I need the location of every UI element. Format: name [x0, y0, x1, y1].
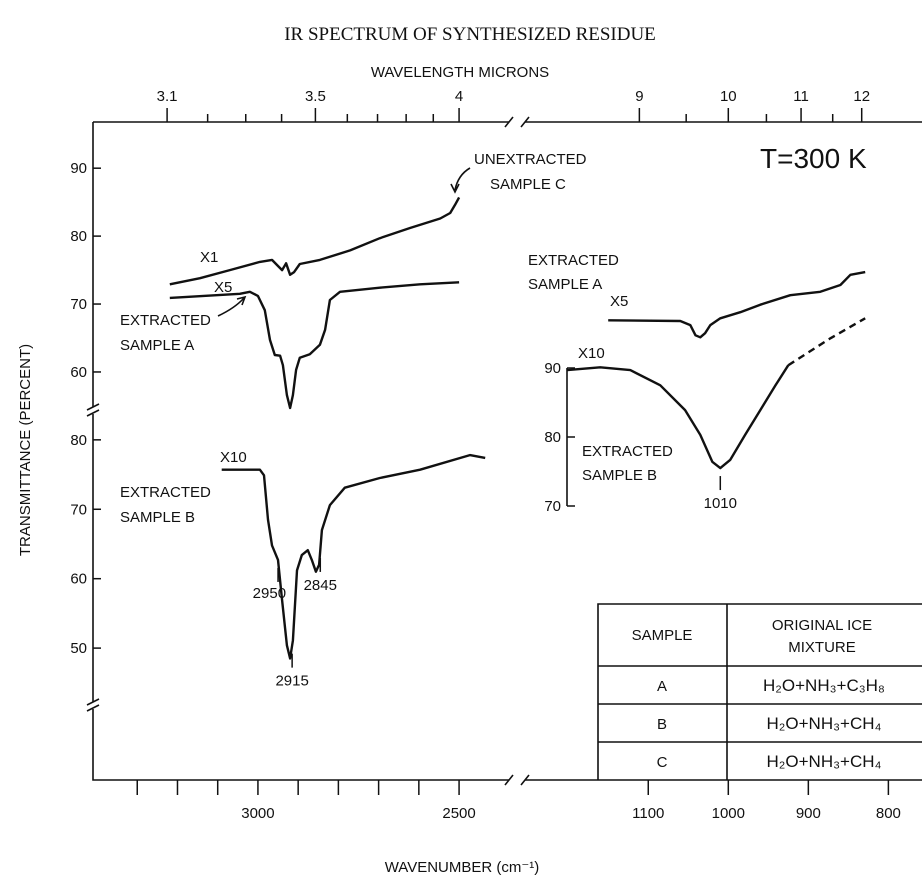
arrow: [450, 167, 471, 194]
y-tick-label: 70: [70, 296, 87, 313]
x-tick-label: 2500: [442, 805, 475, 822]
multiplier: X1: [200, 249, 218, 266]
curve-label: SAMPLE A: [120, 337, 194, 354]
top-tick-label: 11: [793, 88, 809, 105]
y-tick-label: 70: [70, 501, 87, 518]
peak-label: 1010: [704, 495, 737, 512]
y-tick-label: 90: [70, 160, 87, 177]
curve-label: EXTRACTED: [120, 484, 211, 501]
multiplier: X10: [578, 345, 605, 362]
curve-label: EXTRACTED: [528, 252, 619, 269]
chart-title: IR SPECTRUM OF SYNTHESIZED RESIDUE: [284, 24, 656, 45]
top-tick-label: 10: [720, 88, 737, 105]
curve-label: SAMPLE A: [528, 276, 602, 293]
multiplier: X10: [220, 449, 247, 466]
temperature-label: T=300 K: [760, 143, 867, 174]
peak-label: 2950: [253, 585, 286, 602]
table-cell: B: [657, 716, 667, 733]
x-tick-label: 3000: [241, 805, 274, 822]
curve-label: EXTRACTED: [582, 443, 673, 460]
y-tick-label: 80: [70, 228, 87, 245]
table-header: MIXTURE: [788, 639, 856, 656]
mixture-table: SAMPLE ORIGINAL ICE MIXTURE A H₂O+NH₃+C₃…: [597, 603, 922, 780]
spectrum-line: [608, 270, 866, 339]
x-tick-label: 1100: [632, 805, 664, 822]
curve-label: SAMPLE B: [582, 467, 657, 484]
table-grid: [597, 603, 922, 780]
table-cell: H₂O+NH₃+CH₄: [767, 714, 882, 733]
spectrum-line: [787, 317, 866, 367]
multiplier: X5: [610, 293, 628, 310]
y-tick-label: 80: [70, 432, 87, 449]
x-axis-label: WAVENUMBER (cm⁻¹): [385, 859, 540, 876]
top-tick-label: 3.1: [157, 88, 178, 105]
arrow: [217, 295, 247, 317]
curve-label: EXTRACTED: [120, 312, 211, 329]
y-axis-label: TRANSMITTANCE (PERCENT): [17, 344, 34, 556]
curve-label: UNEXTRACTED: [474, 151, 587, 168]
spectrum-line: [221, 453, 486, 660]
table-header: ORIGINAL ICE: [772, 617, 872, 634]
top-tick-label: 9: [635, 88, 643, 105]
top-tick-label: 3.5: [305, 88, 326, 105]
table-header: SAMPLE: [632, 627, 693, 644]
x-tick-label: 900: [796, 805, 821, 822]
peak-label: 2845: [304, 577, 337, 594]
y-tick-label: 70: [544, 498, 561, 515]
top-axis-label: WAVELENGTH MICRONS: [371, 64, 549, 81]
table-cell: C: [657, 754, 668, 771]
curve-label: SAMPLE B: [120, 509, 195, 526]
curve-label: SAMPLE C: [490, 176, 566, 193]
spectrum-line: [567, 364, 790, 470]
top-tick-label: 12: [853, 88, 870, 105]
top-tick-label: 4: [455, 88, 463, 105]
plot-frame: [92, 121, 922, 781]
y-tick-label: 80: [544, 429, 561, 446]
table-cell: A: [657, 678, 667, 695]
multiplier: X5: [214, 279, 232, 296]
axis-break: [86, 116, 530, 786]
y-tick-label: 90: [544, 360, 561, 377]
table-cell: H₂O+NH₃+C₃H₈: [763, 676, 885, 695]
spectrum-line: [169, 196, 461, 286]
spectrum-line: [169, 281, 460, 410]
y-tick-label: 60: [70, 571, 87, 588]
y-tick-label: 60: [70, 364, 87, 381]
x-tick-label: 1000: [712, 805, 745, 822]
table-cell: H₂O+NH₃+CH₄: [767, 752, 882, 771]
x-tick-label: 800: [876, 805, 901, 822]
y-tick-label: 50: [70, 640, 87, 657]
peak-label: 2915: [275, 673, 308, 690]
